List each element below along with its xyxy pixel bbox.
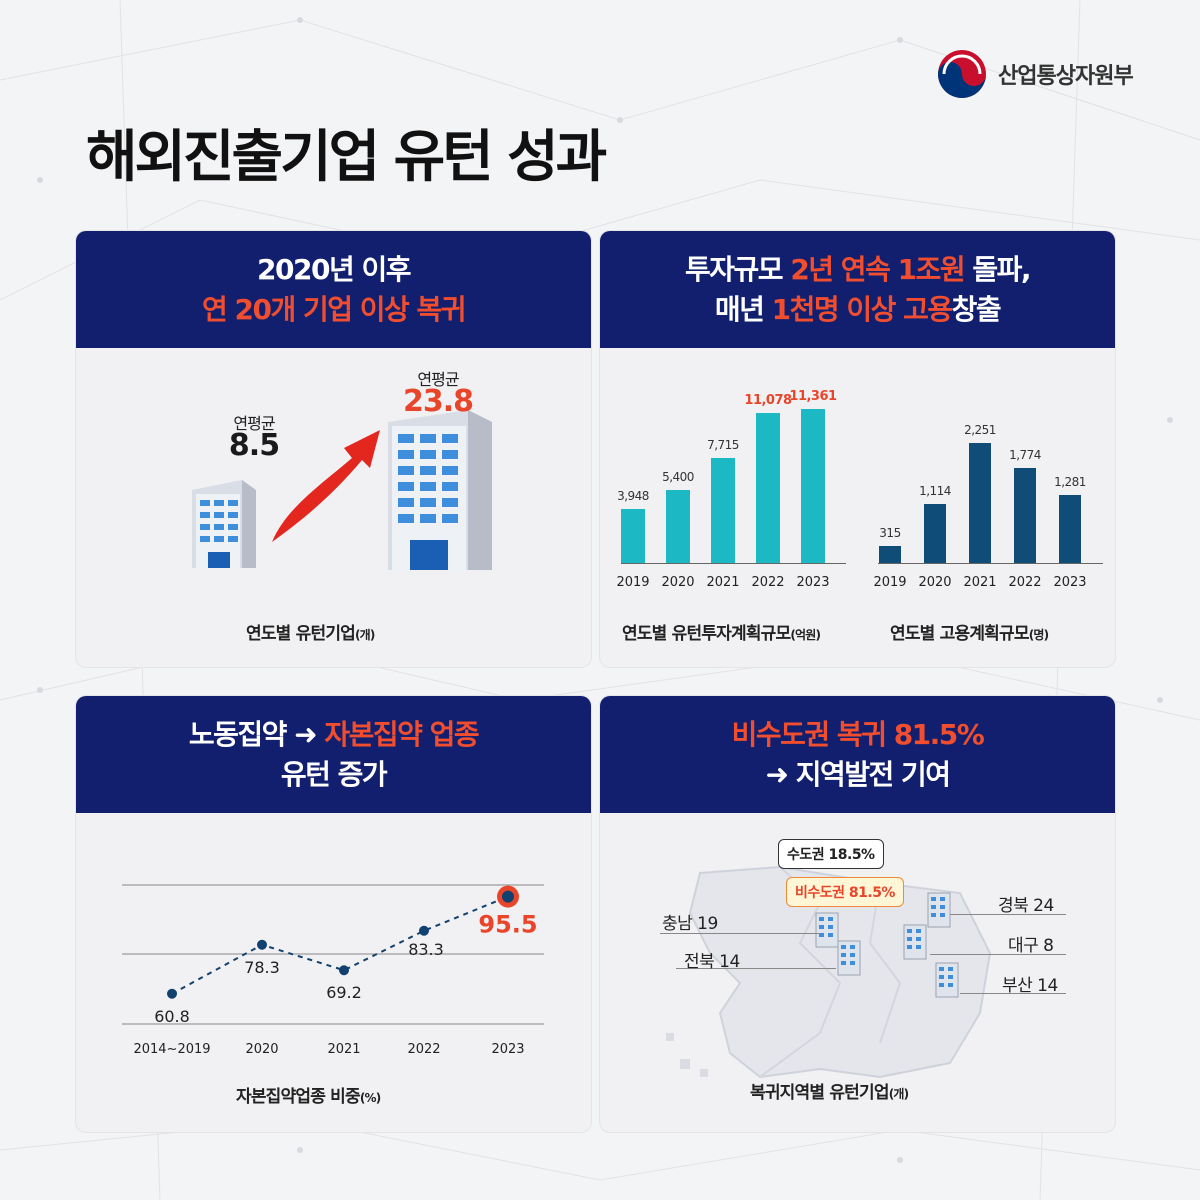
heading-line-2: 연 20개 기업 이상 복귀 [201, 292, 467, 326]
panel-heading: 2020년 이후 연 20개 기업 이상 복귀 [76, 231, 591, 348]
bar-2020 [666, 489, 690, 563]
x-tick-label: 2021 [963, 575, 997, 590]
data-label: 1,281 [1054, 474, 1086, 489]
x-tick-label: 2021 [706, 575, 740, 590]
bar-2019 [879, 546, 901, 563]
panel-investment-employment: 투자규모 2년 연속 1조원 돌파, 매년 1천명 이상 고용창출 3,948 2… [600, 231, 1115, 667]
region-jeonbuk: 전북 14 [684, 952, 740, 972]
data-point [339, 965, 349, 976]
employment-bar-chart: 315 2019 1,114 2020 2,251 2021 1,774 2022 1,281 2… [600, 348, 1115, 667]
leader-line-busan [960, 993, 1066, 994]
panel-body: 수도권 18.5% 비수도권 81.5% 충남 19 전북 14 경북 24 대… [600, 813, 1115, 1132]
data-label: 5,400 [662, 469, 694, 484]
panel-body: 3,948 2019 5,400 2020 7,715 2021 11,078 2022 11,… [600, 348, 1115, 667]
panel-body: 60.8 2014~2019 78.3 2020 69.2 2021 83.3 2022 95.… [76, 813, 591, 1132]
bar-2022 [1014, 468, 1036, 563]
capital-area-pill: 수도권 18.5% [778, 839, 884, 869]
data-label: 11,361 [789, 389, 837, 404]
bar-2021 [969, 443, 991, 563]
data-label: 69.2 [326, 983, 362, 1002]
x-tick-label: 2019 [616, 575, 650, 590]
panel-body: 연도별 유턴기업(개) 2014~2019연평균8.52020~2023연평균2… [76, 348, 591, 667]
x-tick-label: 2023 [491, 1042, 524, 1057]
bar-2019 [621, 509, 645, 563]
growth-arrow-icon [272, 430, 380, 542]
leader-line-gyeongbuk [950, 914, 1066, 915]
chart-caption: 복귀지역별 유턴기업(개) [750, 1083, 909, 1103]
leader-line-chungnam [660, 933, 820, 934]
data-label: 83.3 [408, 940, 444, 959]
region-daegu: 대구 8 [1008, 936, 1054, 956]
bar-2023 [801, 409, 825, 563]
x-tick-label: 2019 [873, 575, 907, 590]
x-tick-label: 2021 [327, 1042, 360, 1057]
panel-capital-intensive: 노동집약 ➜ 자본집약 업종 유턴 증가 60.8 2014~2019 78.3 20… [76, 696, 591, 1132]
average-value: 23.8 [402, 384, 474, 419]
panel-heading: 투자규모 2년 연속 1조원 돌파, 매년 1천명 이상 고용창출 [600, 231, 1115, 348]
x-tick-label: 2014~2019 [133, 1042, 210, 1057]
region-gyeongbuk: 경북 24 [998, 896, 1054, 916]
data-point [167, 988, 177, 999]
region-busan: 부산 14 [1002, 976, 1058, 996]
data-point [502, 890, 514, 903]
leader-line-jeonbuk [676, 968, 836, 969]
ministry-logo: 산업통상자원부 [936, 48, 1134, 100]
x-tick-label: 2020 [245, 1042, 278, 1057]
data-label: 2,251 [964, 423, 996, 437]
x-tick-label: 2020 [918, 575, 952, 590]
x-tick-label: 2022 [1008, 575, 1042, 590]
chart-caption: 연도별 유턴기업(개) [246, 624, 375, 644]
data-label: 3,948 [617, 489, 649, 504]
data-point [419, 925, 429, 936]
bar-2022 [756, 412, 780, 563]
investment-bar-chart: 3,948 2019 5,400 2020 7,715 2021 11,078 2022 11,… [600, 348, 1115, 667]
x-tick-label: 2022 [751, 575, 785, 590]
series-line [171, 895, 509, 995]
bar-2023 [1059, 494, 1081, 563]
x-tick-label: 2020 [661, 575, 695, 590]
x-tick-label: 2023 [1053, 575, 1087, 590]
building-chungnam-icon [815, 912, 839, 948]
data-label: 7,715 [707, 438, 739, 453]
ministry-name: 산업통상자원부 [998, 64, 1134, 89]
data-label: 315 [879, 526, 901, 541]
chart-caption: 자본집약업종 비중(%) [236, 1087, 381, 1107]
panel-regional-distribution: 비수도권 복귀 81.5% ➜ 지역발전 기여 수도권 18.5% 비수도권 8… [600, 696, 1115, 1132]
building-jeonbuk-icon [837, 940, 861, 976]
data-label: 95.5 [478, 911, 537, 939]
average-label: 연평균 [233, 414, 275, 433]
bar-2021 [711, 458, 735, 563]
data-label: 1,114 [919, 483, 951, 498]
leader-line-daegu [930, 954, 1066, 955]
data-label: 78.3 [244, 958, 280, 977]
region-chungnam: 충남 19 [662, 914, 718, 934]
panel-heading: 노동집약 ➜ 자본집약 업종 유턴 증가 [76, 696, 591, 813]
panel-heading: 비수도권 복귀 81.5% ➜ 지역발전 기여 [600, 696, 1115, 813]
x-tick-label: 2023 [796, 575, 830, 590]
heading-line-1: 2020년 이후 [257, 253, 411, 287]
employment-caption: 연도별 고용계획규모(명) [890, 624, 1049, 644]
panel-reshoring-companies: 2020년 이후 연 20개 기업 이상 복귀 [76, 231, 591, 667]
investment-caption: 연도별 유턴투자계획규모(억원) [622, 624, 821, 644]
average-label: 연평균 [417, 370, 459, 389]
data-point [257, 939, 267, 950]
capital-share-line-chart: 60.8 2014~2019 78.3 2020 69.2 2021 83.3 2022 95.… [122, 884, 544, 1057]
x-axis-line [621, 563, 846, 564]
building-daegu-icon [903, 924, 927, 960]
data-label: 1,774 [1009, 448, 1041, 463]
data-label: 11,078 [744, 392, 792, 408]
page-title: 해외진출기업 유턴 성과 [86, 125, 607, 190]
x-tick-label: 2022 [407, 1042, 440, 1057]
bar-2020 [924, 503, 946, 563]
building-busan-icon [935, 962, 959, 998]
large-building-icon [388, 410, 492, 570]
average-value: 8.5 [228, 428, 280, 463]
data-label: 60.8 [154, 1007, 190, 1026]
building-gyeongbuk-icon [927, 892, 951, 928]
taegeuk-emblem-icon [938, 50, 986, 98]
small-building-icon [192, 480, 256, 568]
x-axis-line [878, 563, 1103, 564]
non-capital-area-pill: 비수도권 81.5% [786, 877, 904, 907]
